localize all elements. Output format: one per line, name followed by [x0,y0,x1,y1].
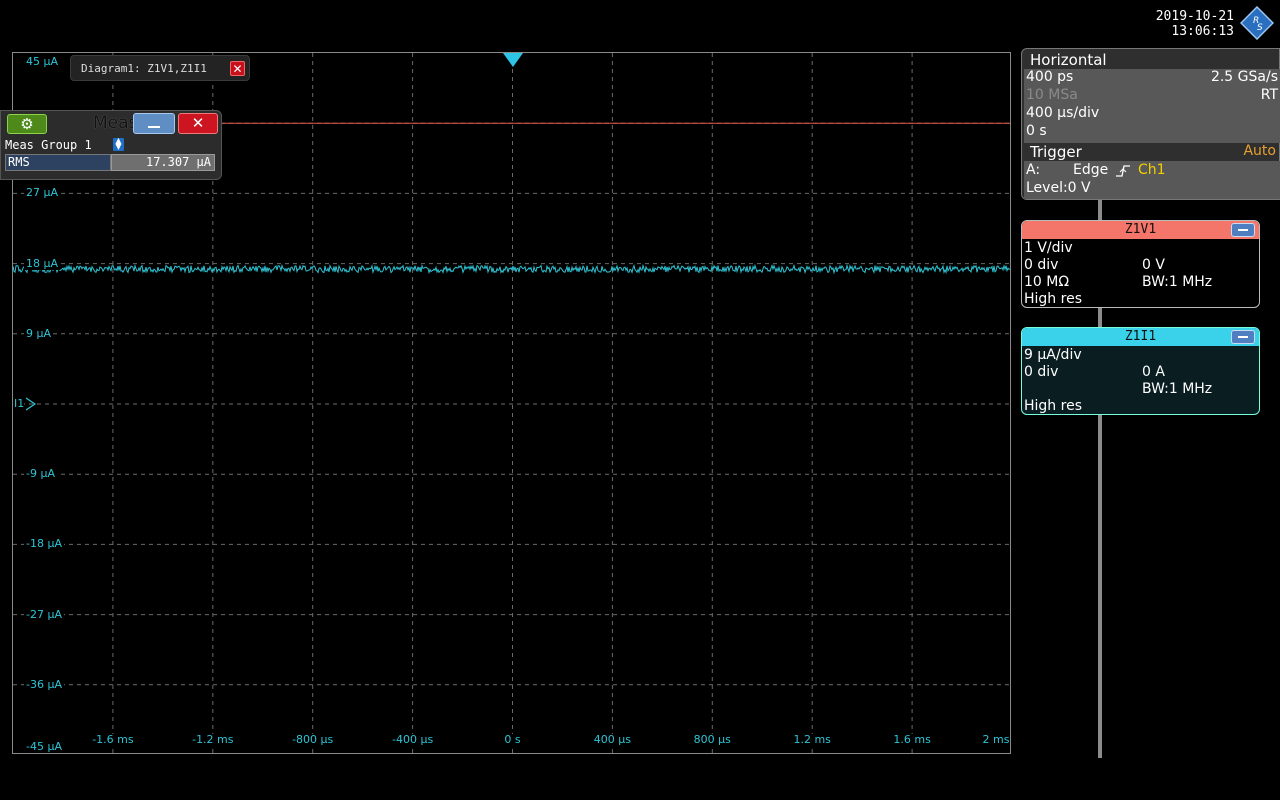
z1v1-offset: 0 V [1142,257,1165,273]
x-axis-label: 800 µs [691,733,733,746]
x-axis-label: -400 µs [389,733,436,746]
record-length-value: 10 MSa [1026,87,1078,103]
trigger-position-marker[interactable] [503,53,523,67]
time-scale-value: 400 µs/div [1026,105,1100,121]
channel-z1i1-panel[interactable]: Z1I1 9 µA/div 0 div 0 A BW:1 MHz High re… [1021,327,1260,415]
horizontal-trigger-panel[interactable]: Horizontal 400 ps 2.5 GSa/s 10 MSa RT 40… [1021,48,1280,200]
measurement-results-window[interactable]: ⚙ Meas Res ✕ Meas Group 1 ▲▼ RMS 17.307 … [0,110,222,180]
x-axis-label: 0 s [502,733,523,746]
chevron-right-icon [25,397,37,411]
meas-window-title: Meas Res [93,113,133,133]
meas-result-name: RMS [5,154,111,171]
x-axis-label: -1.2 ms [190,733,236,746]
meas-settings-button[interactable]: ⚙ [7,114,47,134]
x-axis-label: 1.2 ms [791,733,833,746]
x-axis-label: 400 µs [591,733,634,746]
x-axis-label: 2 ms [980,733,1010,746]
y-axis-label: 18 µA [24,256,61,270]
z1v1-impedance: 10 MΩ [1024,274,1070,290]
channel-z1v1-header[interactable]: Z1V1 [1022,221,1259,239]
z1i1-offset-div: 0 div [1024,364,1059,380]
y-axis-label: -27 µA [24,607,64,621]
z1v1-offset-div: 0 div [1024,257,1059,273]
diagram-tab[interactable]: Diagram1: Z1V1,Z1I1 ✕ [70,55,250,81]
z1v1-bandwidth: BW:1 MHz [1142,274,1213,290]
x-axis-label: -800 µs [290,733,336,746]
svg-text:R: R [1253,16,1259,26]
trigger-level-value: Level:0 V [1026,180,1091,196]
meas-result-row[interactable]: RMS 17.307 µA [5,154,215,171]
rising-edge-icon [1116,165,1130,177]
acquisition-mode-value: RT [1260,87,1278,103]
diagram-close-button[interactable]: ✕ [230,61,245,76]
meas-close-button[interactable]: ✕ [178,113,218,134]
reference-level-label: I1 [13,397,25,410]
meas-group-icon[interactable]: ▲ ▼ [113,137,124,151]
rs-logo[interactable]: R S [1240,6,1274,40]
time-position-value: 0 s [1026,123,1047,139]
sample-rate-value: 2.5 GSa/s [1210,69,1278,85]
channel-z1i1-header[interactable]: Z1I1 [1022,328,1259,346]
y-axis-label: -9 µA [24,467,57,481]
close-icon: ✕ [191,114,205,132]
horizontal-settings[interactable]: 400 ps 2.5 GSa/s 10 MSa RT 400 µs/div 0 … [1024,69,1280,143]
channel-z1i1-minimize-button[interactable] [1231,330,1255,344]
trigger-type-value: Edge [1073,162,1109,178]
z1v1-mode: High res [1024,291,1082,307]
z1i1-mode: High res [1024,398,1082,414]
meas-result-value: 17.307 µA [111,154,215,171]
x-axis-label: 1.6 ms [891,733,933,746]
x-axis-label: -1.6 ms [90,733,136,746]
gear-icon: ⚙ [20,115,34,133]
diagram-tab-label: Diagram1: Z1V1,Z1I1 [81,62,207,75]
time-label: 13:06:13 [1171,24,1234,39]
date-label: 2019-10-21 [1155,9,1234,24]
y-axis-label: -45 µA [24,740,64,753]
trigger-event-label: A: [1026,162,1041,178]
resolution-value: 400 ps [1026,69,1074,85]
channel-z1v1-panel[interactable]: Z1V1 1 V/div 0 div 0 V 10 MΩ BW:1 MHz Hi… [1021,220,1260,308]
sidebar-divider [1098,190,1102,758]
datetime-display: 2019-10-21 13:06:13 [1156,9,1234,39]
meas-minimize-button[interactable] [133,113,175,134]
z1i1-scale: 9 µA/div [1024,347,1082,363]
z1i1-bandwidth: BW:1 MHz [1142,381,1213,397]
channel-z1v1-minimize-button[interactable] [1231,223,1255,237]
reference-level-marker[interactable]: I1 [13,397,38,411]
y-axis-label: -36 µA [24,677,64,691]
y-axis-label: 45 µA [24,55,61,68]
trigger-source-value: Ch1 [1138,162,1166,178]
meas-group-label: Meas Group 1 [5,138,92,152]
y-axis-label: 27 µA [24,186,61,200]
trigger-title: Trigger [1030,143,1082,161]
close-icon: ✕ [232,62,243,76]
y-axis-label: -18 µA [24,537,64,551]
horizontal-title: Horizontal [1030,51,1107,69]
trace-z1i1 [13,263,1010,275]
svg-text:S: S [1257,23,1263,33]
trigger-mode-value[interactable]: Auto [1243,143,1276,159]
z1i1-offset: 0 A [1142,364,1165,380]
z1v1-scale: 1 V/div [1024,240,1073,256]
y-axis-label: 9 µA [24,326,54,340]
trigger-settings[interactable]: A: Edge Ch1 Level:0 V [1024,161,1280,199]
